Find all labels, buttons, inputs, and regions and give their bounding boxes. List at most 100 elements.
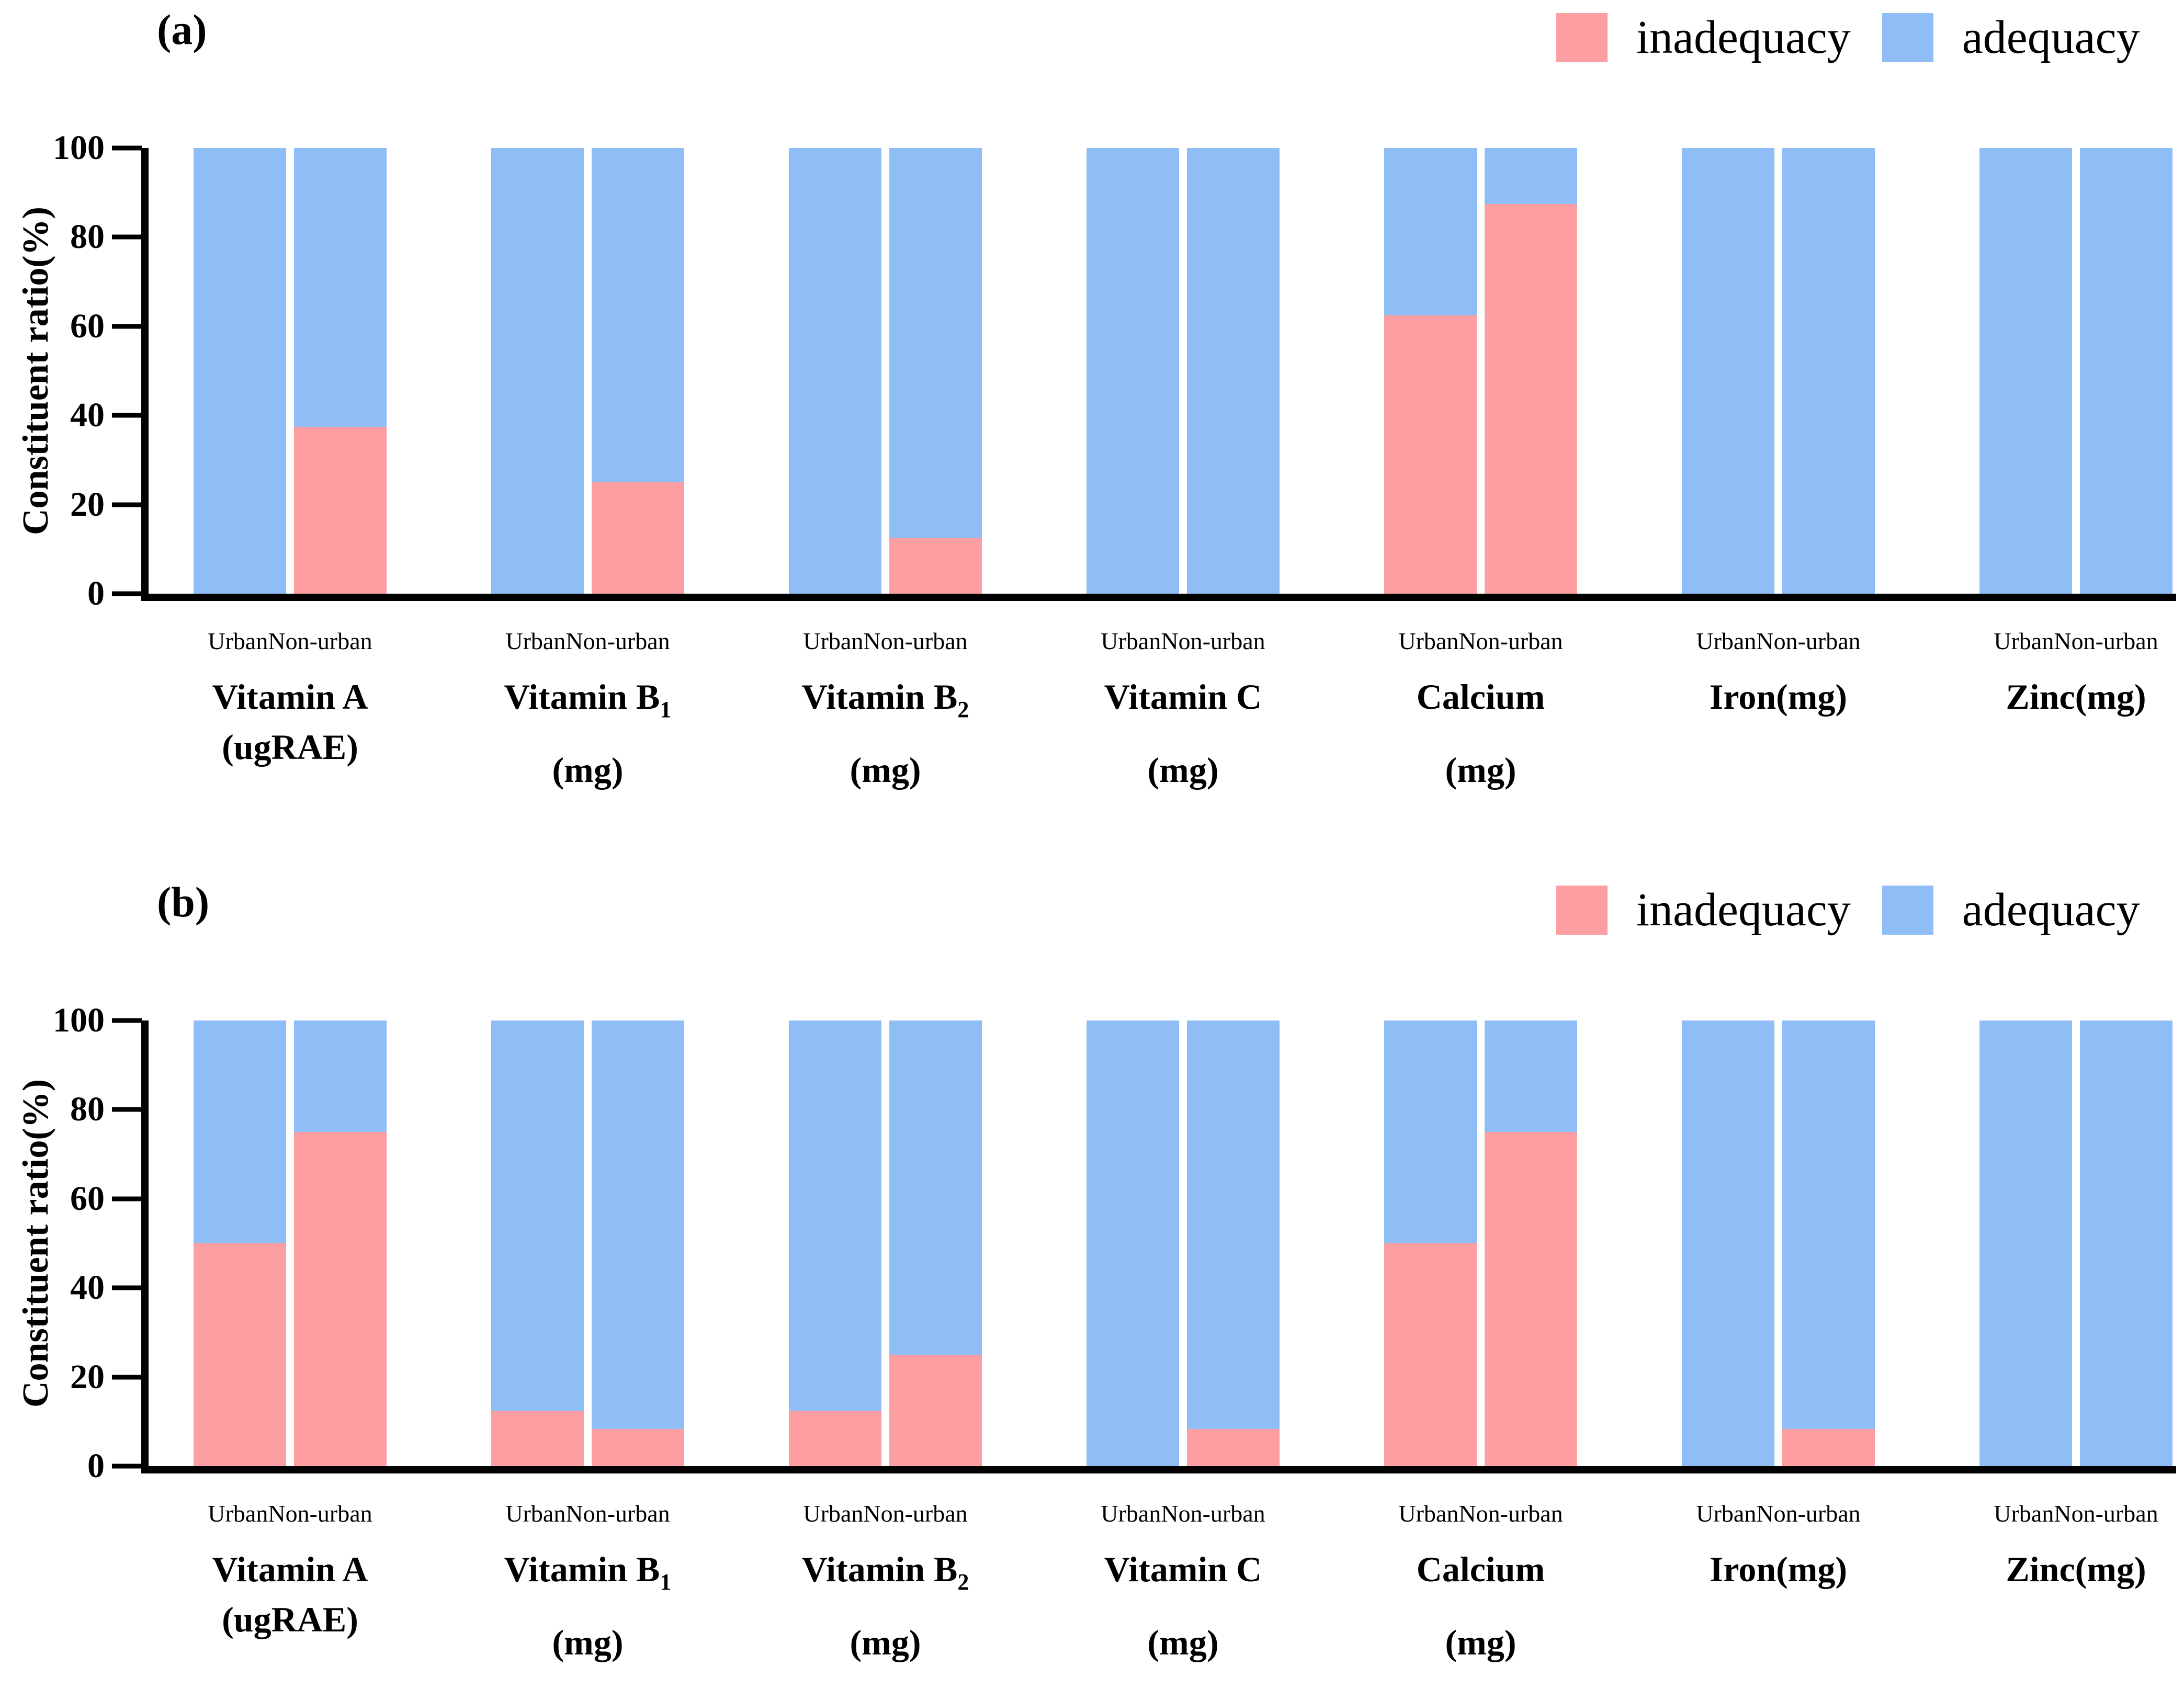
inadequacy-segment [1485,1132,1577,1466]
bar-non-urban-vitamin-b2 [889,148,982,594]
urban-label: Urban [803,628,863,654]
category-title-text: Vitamin B [504,1549,660,1589]
inadequacy-segment [194,1243,286,1466]
y-tick-label: 0 [0,1449,105,1483]
y-tick-label: 100 [0,131,105,165]
urban-label: Urban [803,1500,863,1527]
panel-b: (b) inadequacy adequacy Constituent rati… [0,872,2184,1701]
non-urban-label: Non-urban [1458,628,1563,654]
non-urban-label: Non-urban [565,628,670,654]
category-title-text: Iron(mg) [1710,1549,1847,1589]
y-tick-mark [112,1464,142,1469]
pair-label: UrbanNon-urban [1867,1499,2184,1528]
urban-label: Urban [505,628,565,654]
bar-urban-iron [1682,148,1774,594]
non-urban-label: Non-urban [1161,1500,1265,1527]
non-urban-label: Non-urban [565,1500,670,1527]
panel-a: (a) inadequacy adequacy Constituent rati… [0,0,2184,829]
non-urban-label: Non-urban [2054,628,2158,654]
non-urban-label: Non-urban [268,1500,372,1527]
y-tick-mark [112,1018,142,1023]
category-title-text: Vitamin C [1104,1549,1262,1589]
urban-label: Urban [1994,1500,2054,1527]
inadequacy-segment [592,482,684,594]
inadequacy-segment [1384,1243,1477,1466]
category-title-text: Calcium [1417,677,1545,717]
bar-non-urban-vitamin-b1 [592,148,684,594]
urban-label: Urban [1101,628,1161,654]
urban-label: Urban [208,628,268,654]
bar-urban-vitamin-c [1087,148,1179,594]
y-tick-label: 20 [0,487,105,522]
inadequacy-segment [889,1355,982,1466]
y-tick-label: 60 [0,1182,105,1216]
urban-label: Urban [1696,1500,1756,1527]
y-tick-label: 60 [0,309,105,344]
bar-urban-vitamin-b1 [491,1020,584,1466]
pair-label: UrbanNon-urban [1867,627,2184,656]
urban-label: Urban [1994,628,2054,654]
bar-non-urban-vitamin-c [1187,1020,1280,1466]
y-tick-mark [112,592,142,596]
inadequacy-segment [789,1411,881,1467]
x-axis-line [141,594,2176,601]
y-tick-label: 40 [0,398,105,433]
inadequacy-segment [294,1132,387,1466]
non-urban-label: Non-urban [1756,628,1860,654]
y-tick-mark [112,413,142,418]
bar-urban-zinc [1979,1020,2072,1466]
category-title-text: Iron(mg) [1710,677,1847,717]
category-title-text: Vitamin B [504,677,660,717]
y-tick-label: 20 [0,1360,105,1394]
bar-non-urban-zinc [2080,148,2172,594]
bar-non-urban-vitamin-b1 [592,1020,684,1466]
non-urban-label: Non-urban [1458,1500,1563,1527]
bar-urban-calcium [1384,148,1477,594]
bar-non-urban-vitamin-a [294,1020,387,1466]
bar-urban-zinc [1979,148,2072,594]
y-tick-mark [112,1196,142,1201]
y-tick-mark [112,235,142,240]
category-title-text: Vitamin B [802,1549,958,1589]
bar-urban-vitamin-b2 [789,1020,881,1466]
bar-non-urban-vitamin-b2 [889,1020,982,1466]
inadequacy-segment [491,1411,584,1467]
category-title-text: Zinc(mg) [2006,677,2146,717]
y-tick-label: 80 [0,1092,105,1127]
bar-non-urban-iron [1782,1020,1875,1466]
category-title-text: Vitamin A [212,677,368,717]
category-title-text: Vitamin A [212,1549,368,1589]
urban-label: Urban [1398,628,1458,654]
inadequacy-segment [592,1429,684,1466]
bar-urban-vitamin-b1 [491,148,584,594]
category-title-text: Vitamin B [802,677,958,717]
inadequacy-segment [1384,315,1477,594]
inadequacy-segment [889,538,982,594]
bar-urban-vitamin-b2 [789,148,881,594]
non-urban-label: Non-urban [863,1500,967,1527]
bar-urban-vitamin-a [194,1020,286,1466]
inadequacy-segment [1485,204,1577,594]
category-title-zinc: Zinc(mg) [1841,676,2184,718]
bar-non-urban-zinc [2080,1020,2172,1466]
urban-label: Urban [1398,1500,1458,1527]
y-tick-mark [112,146,142,151]
urban-label: Urban [208,1500,268,1527]
urban-label: Urban [1696,628,1756,654]
inadequacy-segment [1782,1429,1875,1466]
y-tick-mark [112,502,142,507]
y-axis-line [141,148,149,601]
inadequacy-segment [294,427,387,594]
y-tick-label: 100 [0,1003,105,1038]
urban-label: Urban [1101,1500,1161,1527]
non-urban-label: Non-urban [2054,1500,2158,1527]
category-title-zinc: Zinc(mg) [1841,1548,2184,1590]
non-urban-label: Non-urban [268,628,372,654]
inadequacy-segment [1187,1429,1280,1466]
bar-urban-vitamin-c [1087,1020,1179,1466]
y-tick-label: 40 [0,1271,105,1305]
category-title-text: Calcium [1417,1549,1545,1589]
x-axis-line [141,1466,2176,1473]
bar-non-urban-calcium [1485,148,1577,594]
